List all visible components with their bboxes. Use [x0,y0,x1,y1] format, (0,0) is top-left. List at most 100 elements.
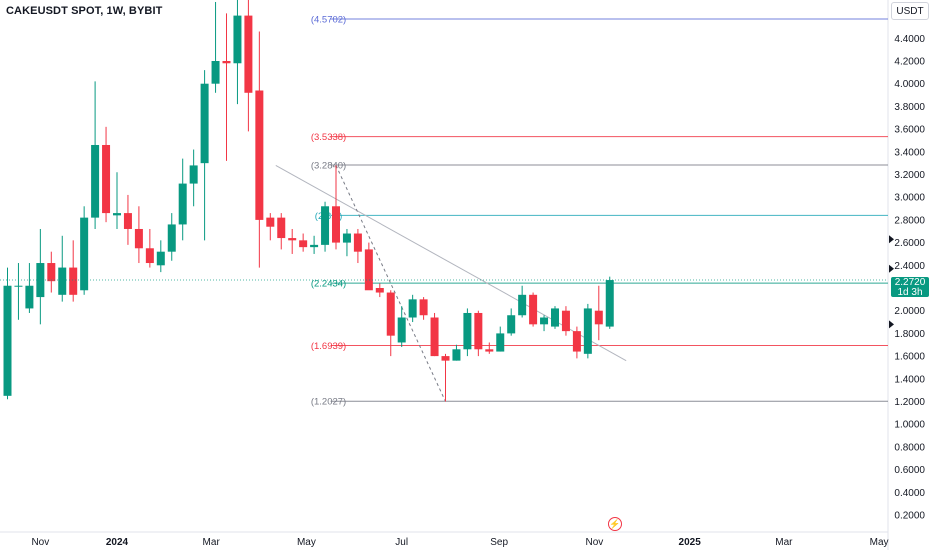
last-price-value: 2.2720 [894,277,926,288]
y-tick-label: 2.4000 [894,261,925,272]
candle-body [452,349,461,361]
candle-body [540,317,549,325]
candle [244,0,253,132]
candle-body [430,317,439,357]
fib-level-label: (3.2840) [311,160,346,171]
candle-body [255,90,264,220]
candle-body [113,213,121,216]
triangle-marker-icon [889,320,894,329]
candle-body [332,206,340,243]
y-tick-label: 1.0000 [894,420,925,431]
candle [310,235,319,254]
candle [25,263,34,313]
candle-body [408,299,417,318]
y-tick-label: 3.6000 [894,125,925,136]
candle [222,13,231,161]
candle-body [397,317,406,343]
currency-button[interactable]: USDT [891,2,929,20]
candle-body [25,285,34,309]
bar-countdown: 1d 3h [897,287,923,298]
candle [134,206,143,264]
candle-body [36,263,45,298]
x-tick-label: Nov [31,537,49,548]
candle-body [583,308,592,354]
y-tick-label: 0.8000 [894,442,925,453]
candle-body [80,217,89,291]
candle [375,283,384,298]
candle [299,233,308,252]
candle-body [386,292,395,336]
x-tick-label: 2025 [679,537,702,548]
candle-body [463,312,472,350]
candle-body [299,240,308,248]
candle [605,276,614,329]
candle [332,165,340,250]
triangle-marker-icon [889,235,894,244]
candle-body [419,299,428,316]
y-tick-label: 2.0000 [894,306,925,317]
candle [408,294,417,323]
candle [452,344,461,361]
candle [518,285,527,318]
candle [430,312,439,357]
candle-body [167,224,176,252]
y-tick-label: 0.6000 [894,465,925,476]
candle-body [200,83,209,164]
candle-body [441,356,450,361]
candle-body [178,183,187,225]
fib-level-label: (1.2027) [311,397,346,408]
candle-body [485,349,494,352]
x-tick-label: Sep [490,537,508,548]
y-tick-label: 2.8000 [894,215,925,226]
candle [441,353,450,402]
x-tick-label: May [870,537,889,548]
candle [540,315,549,332]
candle [14,263,23,320]
candle [496,326,505,352]
candle-body [474,312,483,350]
candle [156,240,165,273]
fib-level-label: (1.6939) [311,341,346,352]
candle-body [364,249,373,291]
flash-icon[interactable]: ⚡ [608,517,622,531]
candle-body [91,144,100,218]
candle [364,242,373,291]
candle-body [572,331,581,352]
candle-body [211,61,220,84]
candle [233,0,242,105]
fib-level-label: (2.2434) [311,279,346,290]
candle [485,342,494,354]
candle [474,310,483,357]
x-tick-label: Mar [203,537,221,548]
candle-body [605,280,614,327]
candle-body [277,217,286,239]
candle-body [342,233,351,243]
fib-level-label: (3.5338) [311,132,346,143]
y-tick-label: 3.0000 [894,193,925,204]
candle-body [47,263,56,282]
candle-body [145,248,154,264]
candle [551,306,559,329]
candle [386,290,395,357]
candle [47,251,56,293]
symbol-title: CAKEUSDT SPOT, 1W, BYBIT [6,5,163,17]
candle [561,306,570,336]
candle-body [244,15,253,93]
y-tick-label: 3.2000 [894,170,925,181]
candle [266,213,275,241]
candle-body [518,294,527,316]
candle [353,228,362,264]
y-tick-label: 4.4000 [894,34,925,45]
x-tick-label: Mar [775,537,793,548]
candle-body [266,217,275,227]
candle [200,70,209,241]
candle [529,292,538,327]
candle [36,228,45,325]
candle-body [561,310,570,332]
candle-body [288,238,297,241]
candle-body [310,244,319,248]
y-tick-label: 4.2000 [894,57,925,68]
candle-body [189,165,198,184]
x-tick-label: 2024 [106,537,129,548]
